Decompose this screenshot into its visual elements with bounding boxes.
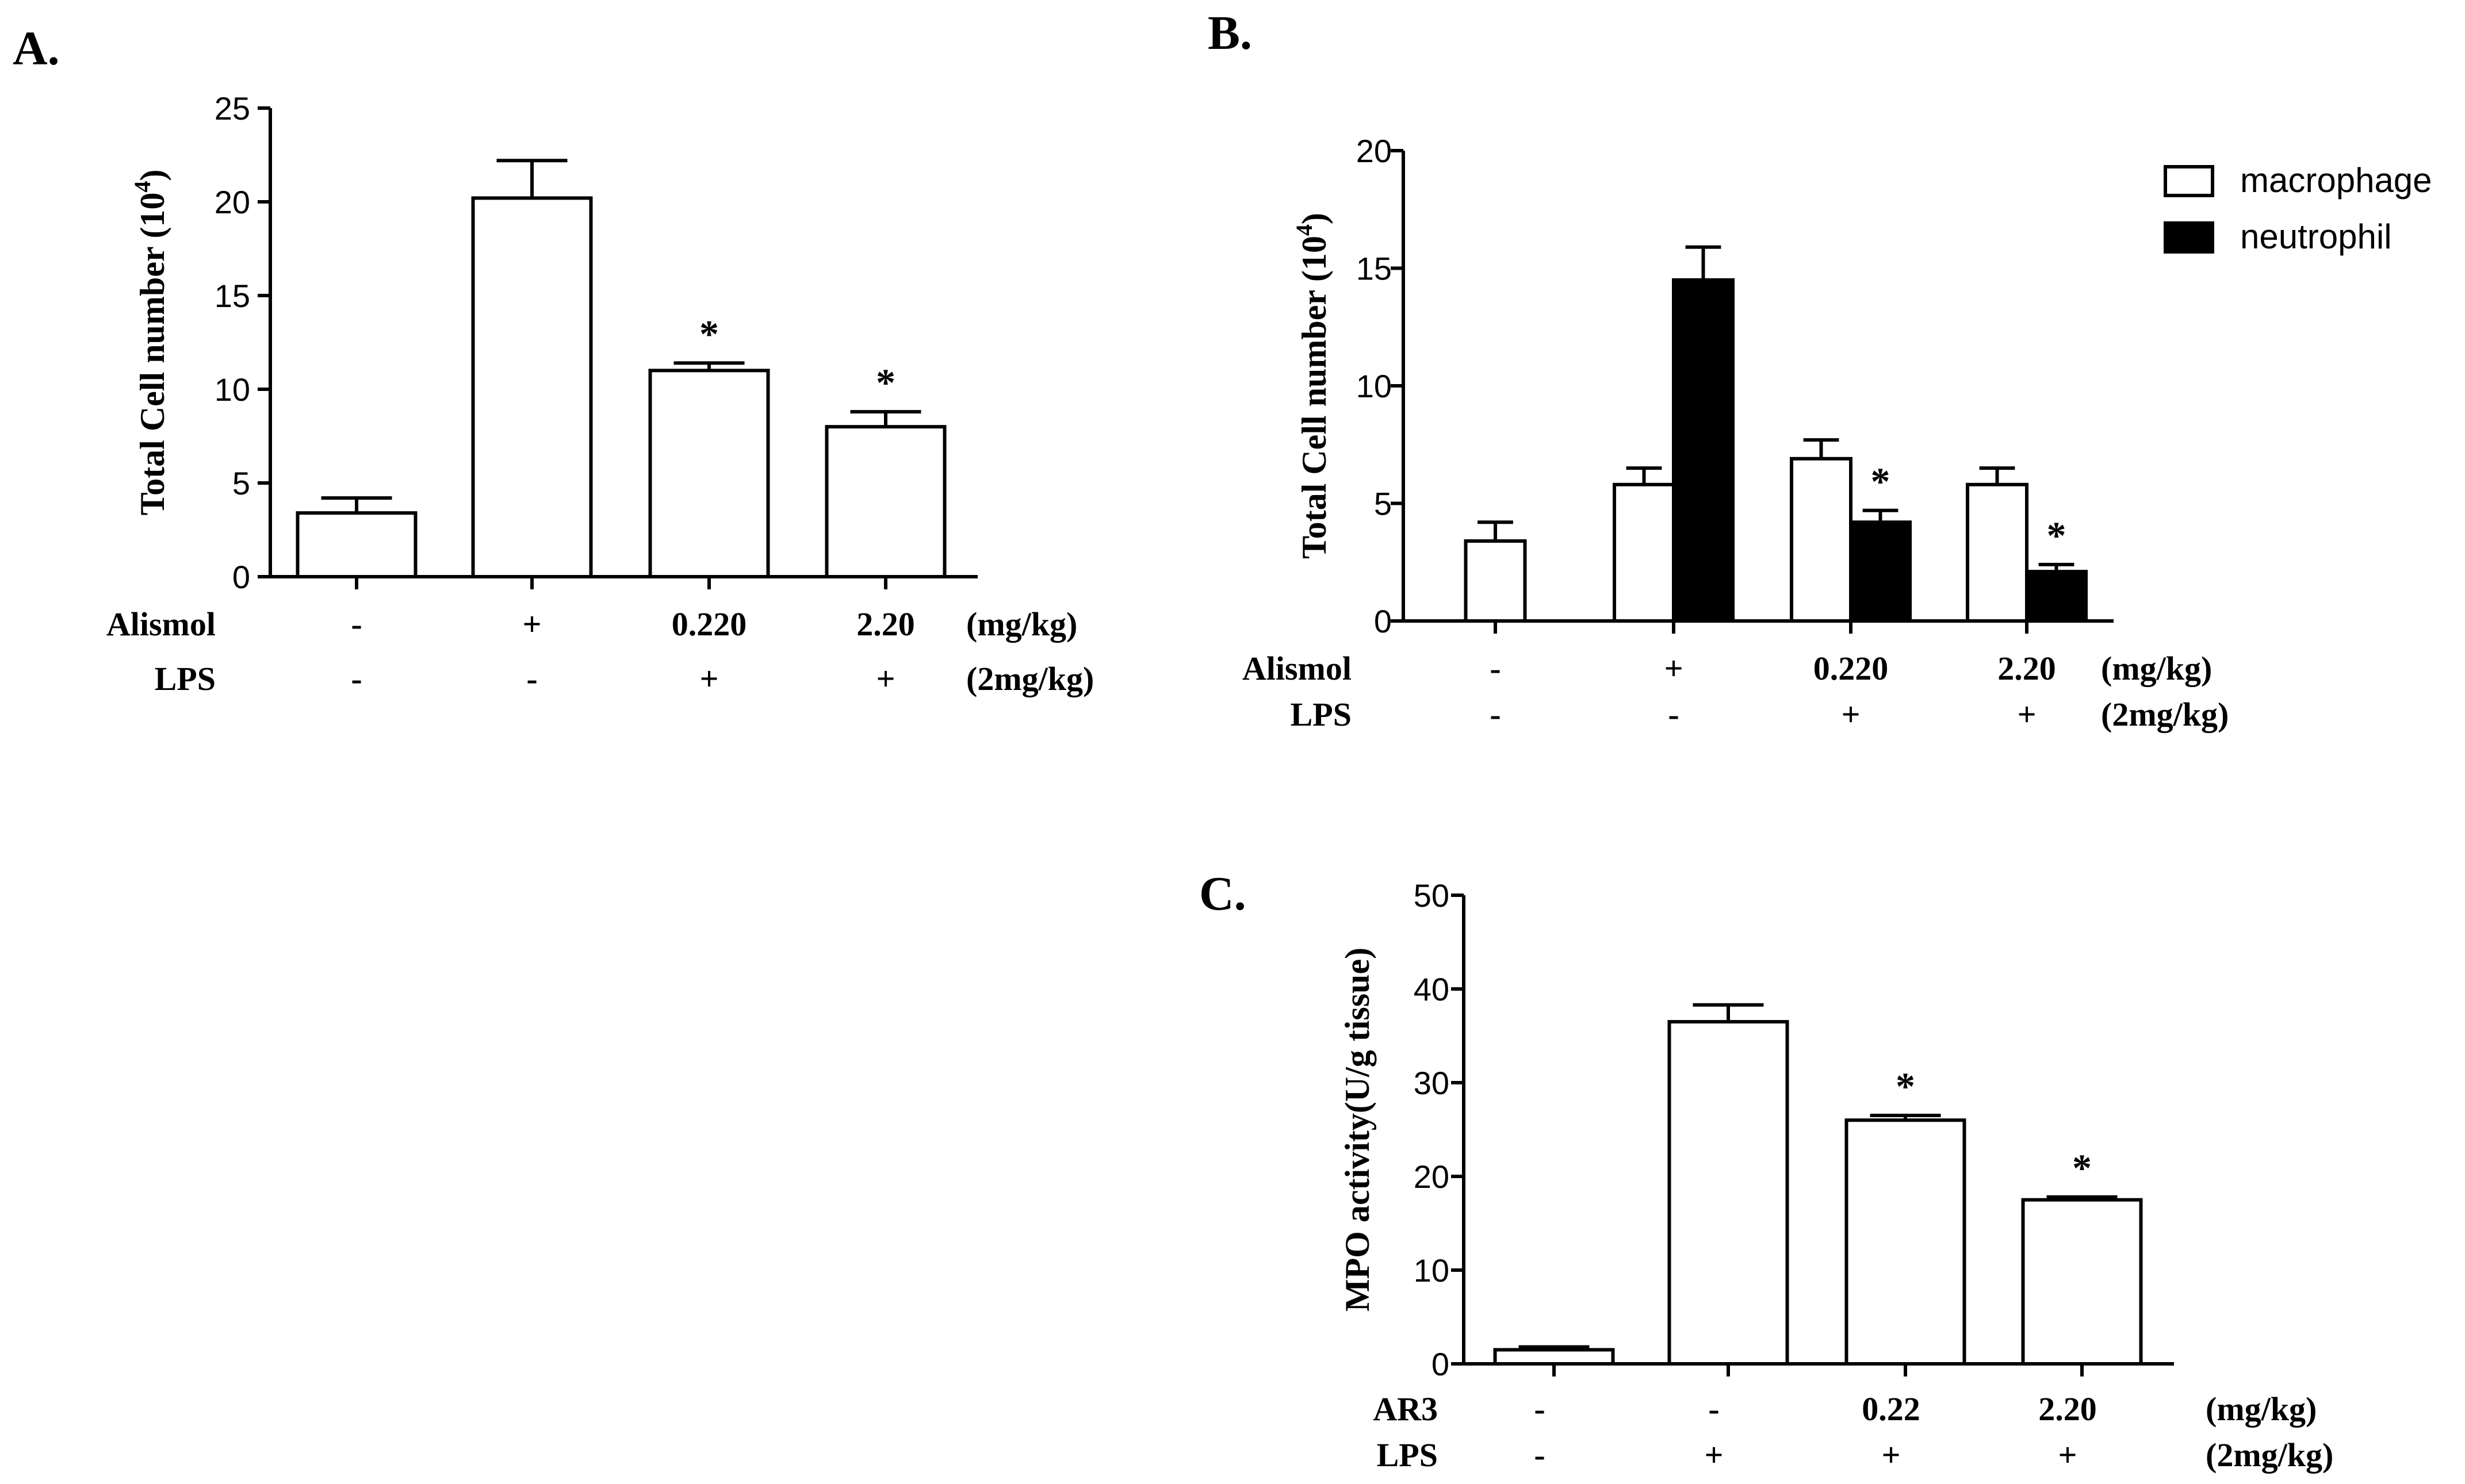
panel-b-label: B. [1208, 6, 1252, 60]
panel-a-y-tick-label: 25 [215, 90, 250, 126]
panel-b-row-value: 2.20 [1997, 650, 2056, 687]
panel-c-row-value: 0.22 [1862, 1390, 1920, 1428]
panel-a-row-value: 2.20 [856, 605, 915, 643]
panel-b-y-tick-label: 0 [1374, 603, 1392, 639]
panel-b-bar-neutrophil-2 [1672, 278, 1735, 623]
panel-c-row-value: - [1534, 1436, 1545, 1474]
panel-b-y-tick-label: 15 [1356, 251, 1392, 287]
panel-a-bar-total-3 [648, 369, 770, 579]
panel-a-row-unit: (mg/kg) [966, 605, 1077, 643]
panel-b-row-value: - [1490, 696, 1501, 733]
panel-a-row-value: - [526, 660, 537, 697]
panel-a-y-axis-label-close: ) [133, 170, 171, 181]
panel-c-bar-mpo-1 [1493, 1348, 1615, 1366]
panel-a-label: A. [13, 22, 60, 75]
panel-a-row-value: + [876, 660, 895, 697]
panel-a-bar-total-1 [296, 511, 418, 578]
panel-a-significance-marker: * [699, 312, 719, 355]
panel-b-row-unit: (mg/kg) [2101, 650, 2212, 687]
panel-b-y-axis-label-close: ) [1295, 213, 1333, 224]
panel-c-significance-marker: * [2072, 1146, 2092, 1190]
panel-c-row-value: + [2058, 1436, 2077, 1474]
panel-b-y-tick-label: 10 [1356, 368, 1392, 404]
panel-a-bar-total-4 [825, 425, 947, 578]
panel-b-legend-label-macrophage: macrophage [2240, 161, 2432, 200]
panel-b-bar-neutrophil-4 [2025, 570, 2088, 623]
panel-b-y-tick-label: 5 [1374, 486, 1392, 522]
panel-b-row-label-alismol: Alismol [1242, 650, 1352, 687]
panel-a-y-tick-label: 5 [232, 465, 250, 501]
panel-b-row-value: + [1841, 696, 1860, 733]
panel-b-bar-macrophage-3 [1790, 457, 1852, 623]
panel-c-y-tick-label: 10 [1414, 1252, 1449, 1289]
panel-b-row-label-lps: LPS [1291, 696, 1352, 733]
panel-b-row-value: + [1664, 650, 1683, 687]
panel-a-row-unit: (2mg/kg) [966, 660, 1094, 697]
panel-b-y-axis-label-sup: 4 [1291, 224, 1317, 236]
panel-b-row-unit: (2mg/kg) [2101, 696, 2229, 733]
panel-c-row-label-lps: LPS [1377, 1436, 1438, 1474]
panel-c-row-value: - [1708, 1390, 1719, 1428]
panel-c-row-unit: (2mg/kg) [2206, 1436, 2333, 1474]
panel-a-y-tick-label: 10 [215, 371, 250, 408]
panel-b-bar-neutrophil-3 [1849, 520, 1912, 623]
panel-c-y-tick-label: 50 [1414, 877, 1449, 914]
panel-a-bar-total-2 [471, 196, 593, 579]
panel-b-bar-macrophage-2 [1613, 482, 1675, 623]
panel-c-y-tick-label: 30 [1414, 1065, 1449, 1101]
panel-b-y-tick-label: 20 [1356, 133, 1392, 169]
panel-c-y-tick-label: 20 [1414, 1159, 1449, 1195]
panel-c-row-unit: (mg/kg) [2206, 1390, 2317, 1428]
panel-c-bar-mpo-4 [2021, 1198, 2143, 1366]
panel-b-significance-marker: * [2047, 513, 2066, 557]
panel-a-y-tick-label: 15 [215, 278, 250, 314]
panel-c-row-label-ar3: AR3 [1373, 1390, 1438, 1428]
panel-b-bar-macrophage-4 [1966, 482, 2028, 623]
panel-a-y-axis-label-sup: 4 [129, 181, 155, 193]
panel-c-row-value: + [1881, 1436, 1900, 1474]
panel-a-chart: 0 5 10 15 20 25 Total Cell number (104) * * Alism… [106, 90, 1094, 697]
panel-c-significance-marker: * [1896, 1064, 1915, 1108]
panel-a-row-label-lps: LPS [155, 660, 216, 697]
panel-b-legend-swatch-macrophage [2164, 165, 2214, 197]
panel-a-significance-marker: * [876, 361, 895, 404]
panel-b-row-value: - [1490, 650, 1501, 687]
panel-b-bar-macrophage-1 [1464, 539, 1527, 623]
panel-b-y-axis-label: Total Cell number (104) [1291, 213, 1333, 559]
panel-c-label: C. [1199, 867, 1246, 921]
panel-c-bar-mpo-2 [1667, 1020, 1789, 1366]
panel-b-row-value: - [1668, 696, 1679, 733]
panel-b-legend-swatch-neutrophil [2164, 221, 2214, 254]
panel-c-y-tick-label: 0 [1431, 1346, 1449, 1382]
panel-c-row-value: 2.20 [2038, 1390, 2097, 1428]
panel-c-row-value: - [1534, 1390, 1545, 1428]
panel-c-bar-mpo-3 [1844, 1118, 1966, 1366]
panel-b-y-axis-label-text: Total Cell number (10 [1295, 236, 1333, 559]
panel-a-y-tick-label: 0 [232, 559, 250, 595]
panel-c-y-axis-label-text: MPO activity(U/g tissue) [1338, 948, 1376, 1312]
panel-a-row-label-alismol: Alismol [106, 605, 216, 643]
panel-a-y-axis-label-text: Total Cell number (10 [133, 193, 171, 516]
panel-c-y-axis-label: MPO activity(U/g tissue) [1338, 948, 1376, 1312]
panel-a-row-value: - [351, 660, 362, 697]
panel-c-chart: 0 10 20 30 40 50 MPO activity(U/g tissue) * * AR3… [1338, 877, 2333, 1474]
panel-b-row-value: + [2017, 696, 2036, 733]
panel-c-y-tick-label: 40 [1414, 971, 1449, 1007]
panel-a-row-value: + [522, 605, 541, 643]
panel-b-significance-marker: * [1871, 459, 1890, 503]
panel-b-legend-label-neutrophil: neutrophil [2240, 217, 2392, 256]
panel-b-row-value: 0.220 [1813, 650, 1889, 687]
panel-b-chart: 0 5 10 15 20 Total Cell number (104) * * Alismol… [1242, 133, 2432, 733]
panel-a-y-tick-label: 20 [215, 184, 250, 220]
panel-a-row-value: 0.220 [672, 605, 747, 643]
panel-a-row-value: + [699, 660, 718, 697]
panel-c-row-value: + [1704, 1436, 1723, 1474]
panel-a-y-axis-label: Total Cell number (104) [129, 170, 171, 516]
panel-a-row-value: - [351, 605, 362, 643]
